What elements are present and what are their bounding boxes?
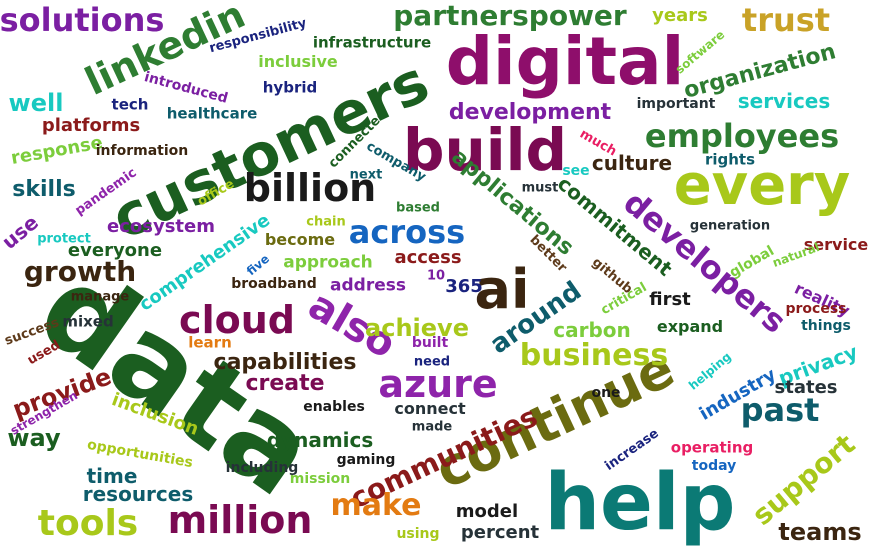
word-cloud: cloud [179, 298, 295, 342]
word-across: across [348, 213, 466, 251]
word-made: made [411, 419, 453, 435]
word-expand: expand [656, 317, 724, 336]
word-chain: chain [306, 214, 346, 230]
word-including: including [225, 460, 299, 476]
word-development: development [448, 100, 612, 125]
word-generation: generation [689, 218, 771, 234]
word-gaming: gaming [336, 452, 396, 468]
word-learn: learn [188, 333, 232, 352]
word-first: first [649, 289, 691, 310]
word-inclusive: inclusive [258, 52, 338, 71]
word-every: every [673, 153, 851, 218]
word-percent: percent [460, 522, 540, 543]
word-digital: digital [445, 23, 685, 100]
word-today: today [691, 458, 737, 474]
word-create: create [245, 371, 325, 396]
word-help: help [544, 458, 736, 548]
word-platforms: platforms [41, 115, 141, 136]
word-million: million [167, 498, 313, 542]
word-service: service [803, 235, 869, 254]
word-hybrid: hybrid [262, 78, 318, 97]
word-carbon: carbon [553, 318, 631, 342]
word-dynamics: dynamics [266, 428, 374, 452]
word-operating: operating [670, 438, 754, 457]
word-global: global [726, 242, 778, 282]
word-connect: connect [394, 399, 466, 418]
word-growth: growth [23, 255, 137, 288]
word-response: response [9, 132, 105, 169]
word-well: well [8, 89, 64, 117]
word-past: past [740, 391, 820, 429]
word-achieve: achieve [365, 314, 469, 342]
word-important: important [636, 96, 716, 112]
word-use: use [0, 210, 43, 254]
word-services: services [737, 89, 831, 113]
word-tech: tech [111, 95, 149, 114]
word-rights: rights [704, 150, 756, 169]
word-business: business [519, 338, 669, 373]
word-healthcare: healthcare [166, 104, 258, 123]
word-one: one [591, 385, 621, 401]
word-helping: helping [686, 349, 734, 393]
word-based: based [396, 200, 440, 216]
word-resources: resources [82, 482, 194, 506]
word-mission: mission [289, 471, 351, 487]
word-mixed: mixed [62, 312, 114, 331]
word-trust: trust [741, 1, 831, 39]
word-states: states [774, 377, 838, 398]
word-support: support [745, 427, 862, 532]
word-tools: tools [37, 503, 139, 544]
word-using: using [396, 526, 440, 542]
word-must: must [521, 180, 559, 196]
word-way: way [7, 424, 61, 452]
word-infrastructure: infrastructure [312, 33, 432, 52]
word-employees: employees [644, 117, 840, 155]
word-address: address [330, 275, 406, 296]
word-enables: enables [303, 399, 365, 415]
word-build: build [402, 116, 568, 184]
word-teams: teams [778, 518, 862, 546]
word-365: 365 [445, 276, 483, 297]
word-manage: manage [70, 289, 130, 305]
word-years: years [652, 5, 708, 26]
word-become: become [264, 230, 336, 249]
word-azure: azure [378, 362, 498, 406]
word-time: time [86, 464, 138, 488]
word-ai: ai [474, 258, 530, 321]
word-see: see [562, 163, 590, 179]
word-approach: approach [283, 252, 373, 273]
word-skills: skills [12, 177, 76, 202]
word-access: access [394, 247, 462, 268]
word-billion: billion [243, 166, 377, 210]
word-five: five [243, 251, 273, 279]
word-process: process [785, 301, 847, 317]
word-introduced: introduced [142, 69, 230, 107]
word-ecosystem: ecosystem [107, 216, 215, 237]
word-next: next [349, 167, 383, 183]
word-things: things [801, 318, 851, 334]
word-make: make [330, 488, 422, 523]
word-10: 10 [426, 268, 446, 284]
word-need: need [413, 354, 451, 370]
word-broadband: broadband [231, 276, 317, 292]
word-built: built [411, 335, 449, 351]
word-culture: culture [591, 151, 673, 175]
word-information: information [95, 143, 189, 159]
word-model: model [455, 501, 519, 522]
word-solutions: solutions [0, 1, 165, 39]
word-everyone: everyone [67, 240, 163, 261]
word-natural: natural [770, 240, 822, 270]
word-partnerspower: partnerspower [393, 0, 627, 32]
word-protect: protect [37, 231, 91, 247]
word-capabilities: capabilities [213, 350, 357, 375]
